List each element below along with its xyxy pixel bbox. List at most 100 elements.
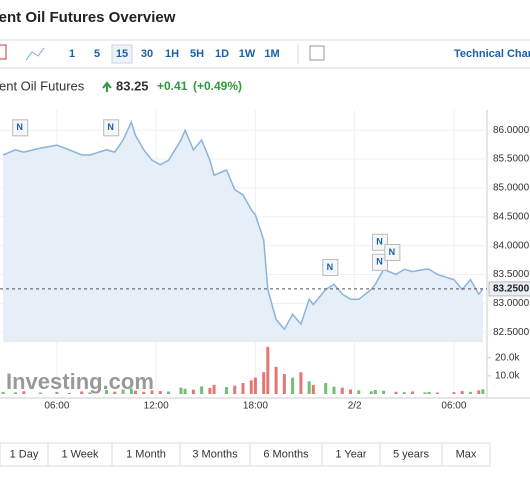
volume-bar	[468, 391, 472, 394]
volume-bar	[38, 392, 42, 394]
volume-bar	[307, 381, 311, 394]
volume-bar	[373, 390, 377, 394]
table-icon[interactable]	[309, 45, 325, 61]
news-marker-label: N	[327, 262, 334, 272]
price-line	[2, 120, 484, 331]
volume-bar	[332, 386, 336, 394]
technical-chart-link[interactable]: Technical Chart	[454, 48, 530, 60]
volume-tick-label: 10.0k	[495, 370, 520, 381]
interval-button[interactable]: 1H	[165, 48, 179, 60]
volume-bar	[167, 391, 171, 394]
volume-bar	[191, 389, 195, 394]
y-tick-label: 83.5000	[493, 269, 530, 280]
range-label: 5 years	[393, 448, 430, 460]
volume-bar	[241, 383, 245, 394]
interval-button[interactable]: 5H	[190, 48, 204, 60]
range-label: 1 Month	[126, 448, 166, 460]
toolbar: 1 5 15 30 1H 5H 1D 1W 1M	[69, 44, 280, 64]
volume-bar	[14, 392, 18, 394]
y-tick-label: 84.0000	[493, 240, 530, 251]
volume-bar	[460, 391, 464, 394]
x-tick-label: 2/2	[348, 401, 362, 412]
volume-bar	[274, 366, 278, 394]
volume-bar	[1, 391, 5, 394]
news-marker[interactable]	[371, 233, 388, 251]
volume-bar	[402, 392, 406, 394]
volume-bar	[249, 380, 253, 394]
volume-bar	[208, 388, 212, 394]
y-tick-label: 84.5000	[493, 211, 530, 222]
volume-bar	[382, 390, 386, 394]
candle-icon[interactable]	[0, 44, 7, 60]
volume-bar	[212, 384, 216, 394]
volume-bar	[324, 383, 328, 394]
volume-bar	[67, 392, 71, 394]
volume-bar	[224, 387, 228, 394]
volume-bar	[158, 391, 162, 394]
volume-bar	[183, 388, 187, 394]
instrument-name: Brent Oil Futures	[0, 78, 85, 93]
news-marker-label: N	[16, 122, 23, 132]
volume-bar	[311, 384, 315, 394]
change-percent: (+0.49%)	[193, 79, 242, 93]
volume-bar	[452, 392, 456, 394]
interval-button[interactable]: 5	[94, 48, 100, 60]
news-marker-label: N	[376, 257, 383, 267]
volume-bar	[394, 391, 398, 394]
volume-bar	[282, 374, 286, 394]
interval-button[interactable]: 1	[69, 48, 75, 60]
y-tick-label: 83.0000	[493, 298, 530, 309]
interval-button[interactable]: 1M	[264, 48, 279, 60]
volume-bar	[105, 390, 109, 394]
interval-button[interactable]: 1D	[215, 48, 229, 60]
volume-bar	[142, 391, 146, 394]
line-icon[interactable]	[25, 47, 45, 61]
interval-button[interactable]: 15	[116, 48, 128, 60]
volume-bar	[150, 390, 154, 394]
news-marker[interactable]	[322, 258, 339, 276]
volume-bar	[340, 387, 344, 394]
volume-bar	[349, 389, 353, 394]
y-tick-label: 85.0000	[493, 183, 530, 194]
volume-bar	[200, 386, 204, 394]
volume-bar	[55, 392, 59, 394]
x-tick-label: 06:00	[44, 401, 69, 412]
news-marker[interactable]	[103, 119, 120, 137]
news-marker-label: N	[389, 247, 396, 257]
up-arrow	[102, 81, 112, 92]
volume-bar	[266, 346, 270, 394]
news-marker-label: N	[107, 122, 114, 132]
volume-bar	[369, 391, 373, 394]
volume-bar	[299, 372, 303, 394]
news-marker[interactable]	[12, 119, 29, 137]
range-label: 3 Months	[192, 448, 238, 460]
last-price-label: 83.2500	[493, 284, 530, 295]
volume-bar	[262, 372, 266, 394]
volume-bar	[121, 389, 125, 394]
interval-button[interactable]: 1W	[239, 48, 256, 60]
interval-button[interactable]: 30	[141, 48, 153, 60]
volume-bar	[481, 389, 485, 394]
volume-bar	[22, 391, 26, 394]
news-marker[interactable]	[384, 243, 401, 261]
range-bar: 1 Day 1 Week 1 Month 3 Months 6 Months 1 Year…	[0, 442, 491, 467]
x-tick-label: 12:00	[144, 401, 169, 412]
volume-bar	[411, 391, 415, 394]
news-marker-label: N	[376, 237, 383, 247]
y-tick-label: 86.0000	[493, 125, 530, 136]
volume-bar	[357, 390, 361, 394]
range-label: 6 Months	[263, 448, 309, 460]
last-price-box	[488, 281, 530, 297]
active-interval	[111, 44, 133, 64]
change: +0.41	[157, 79, 188, 93]
range-label: 1 Day	[10, 448, 39, 460]
range-button[interactable]	[441, 442, 491, 467]
volume-bar	[113, 391, 117, 394]
volume-bar	[291, 377, 295, 394]
watermark: Investing.com	[6, 369, 154, 394]
range-label: 1 Year	[335, 448, 367, 460]
news-marker[interactable]	[371, 253, 388, 271]
range-label: 1 Week	[61, 448, 99, 460]
volume-bar	[133, 390, 137, 394]
